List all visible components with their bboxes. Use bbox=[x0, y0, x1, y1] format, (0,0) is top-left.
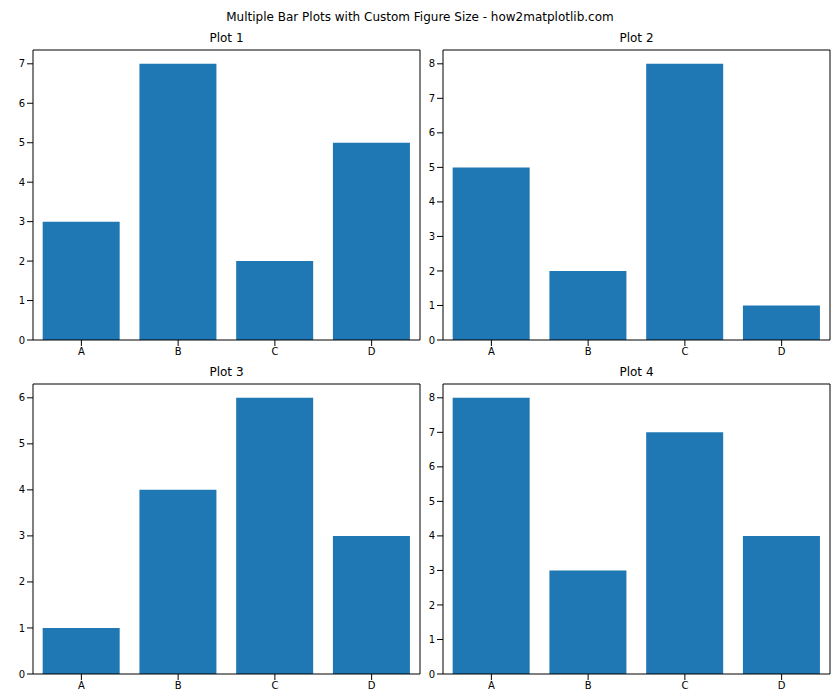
html-text:Plot 1: Plot 1 bbox=[209, 31, 244, 45]
svg-text:D: D bbox=[368, 680, 376, 691]
svg-text:A: A bbox=[488, 680, 495, 691]
svg-text:0: 0 bbox=[19, 669, 25, 680]
svg-text:3: 3 bbox=[19, 216, 25, 227]
svg-text:B: B bbox=[175, 680, 182, 691]
svg-text:B: B bbox=[585, 346, 592, 357]
svg-text:A: A bbox=[488, 346, 495, 357]
svg-text:7: 7 bbox=[429, 427, 435, 438]
svg-text:D: D bbox=[778, 346, 786, 357]
svg-text:A: A bbox=[78, 346, 85, 357]
svg-text:C: C bbox=[271, 680, 278, 691]
svg-text:0: 0 bbox=[19, 335, 25, 346]
svg-text:6: 6 bbox=[429, 127, 435, 138]
svg-text:0: 0 bbox=[429, 669, 435, 680]
svg-text:B: B bbox=[175, 346, 182, 357]
html-text:Plot 4: Plot 4 bbox=[619, 365, 654, 379]
svg-text:1: 1 bbox=[19, 623, 25, 634]
svg-text:A: A bbox=[78, 680, 85, 691]
html-text:Plot 3: Plot 3 bbox=[209, 365, 244, 379]
svg-text:8: 8 bbox=[429, 392, 435, 403]
svg-text:5: 5 bbox=[429, 162, 435, 173]
svg-text:6: 6 bbox=[19, 98, 25, 109]
svg-text:1: 1 bbox=[429, 300, 435, 311]
svg-text:4: 4 bbox=[429, 530, 435, 541]
svg-text:B: B bbox=[585, 680, 592, 691]
html-text:Multiple Bar Plots with Custom: Multiple Bar Plots with Custom Figure Si… bbox=[226, 10, 614, 24]
svg-text:3: 3 bbox=[429, 565, 435, 576]
svg-text:D: D bbox=[368, 346, 376, 357]
svg-text:7: 7 bbox=[429, 93, 435, 104]
svg-text:C: C bbox=[681, 346, 688, 357]
svg-text:3: 3 bbox=[429, 231, 435, 242]
svg-text:8: 8 bbox=[429, 58, 435, 69]
svg-text:5: 5 bbox=[19, 438, 25, 449]
svg-text:C: C bbox=[681, 680, 688, 691]
svg-text:2: 2 bbox=[19, 256, 25, 267]
svg-text:6: 6 bbox=[429, 461, 435, 472]
svg-text:5: 5 bbox=[19, 137, 25, 148]
svg-text:0: 0 bbox=[429, 335, 435, 346]
svg-text:4: 4 bbox=[19, 177, 25, 188]
svg-text:C: C bbox=[271, 346, 278, 357]
svg-text:6: 6 bbox=[19, 392, 25, 403]
svg-text:5: 5 bbox=[429, 496, 435, 507]
svg-text:1: 1 bbox=[429, 634, 435, 645]
svg-text:D: D bbox=[778, 680, 786, 691]
svg-text:2: 2 bbox=[429, 266, 435, 277]
html-text:Plot 2: Plot 2 bbox=[619, 31, 654, 45]
svg-text:7: 7 bbox=[19, 58, 25, 69]
svg-text:2: 2 bbox=[429, 600, 435, 611]
svg-text:3: 3 bbox=[19, 530, 25, 541]
svg-text:1: 1 bbox=[19, 295, 25, 306]
svg-text:4: 4 bbox=[19, 484, 25, 495]
svg-text:2: 2 bbox=[19, 576, 25, 587]
svg-text:4: 4 bbox=[429, 196, 435, 207]
